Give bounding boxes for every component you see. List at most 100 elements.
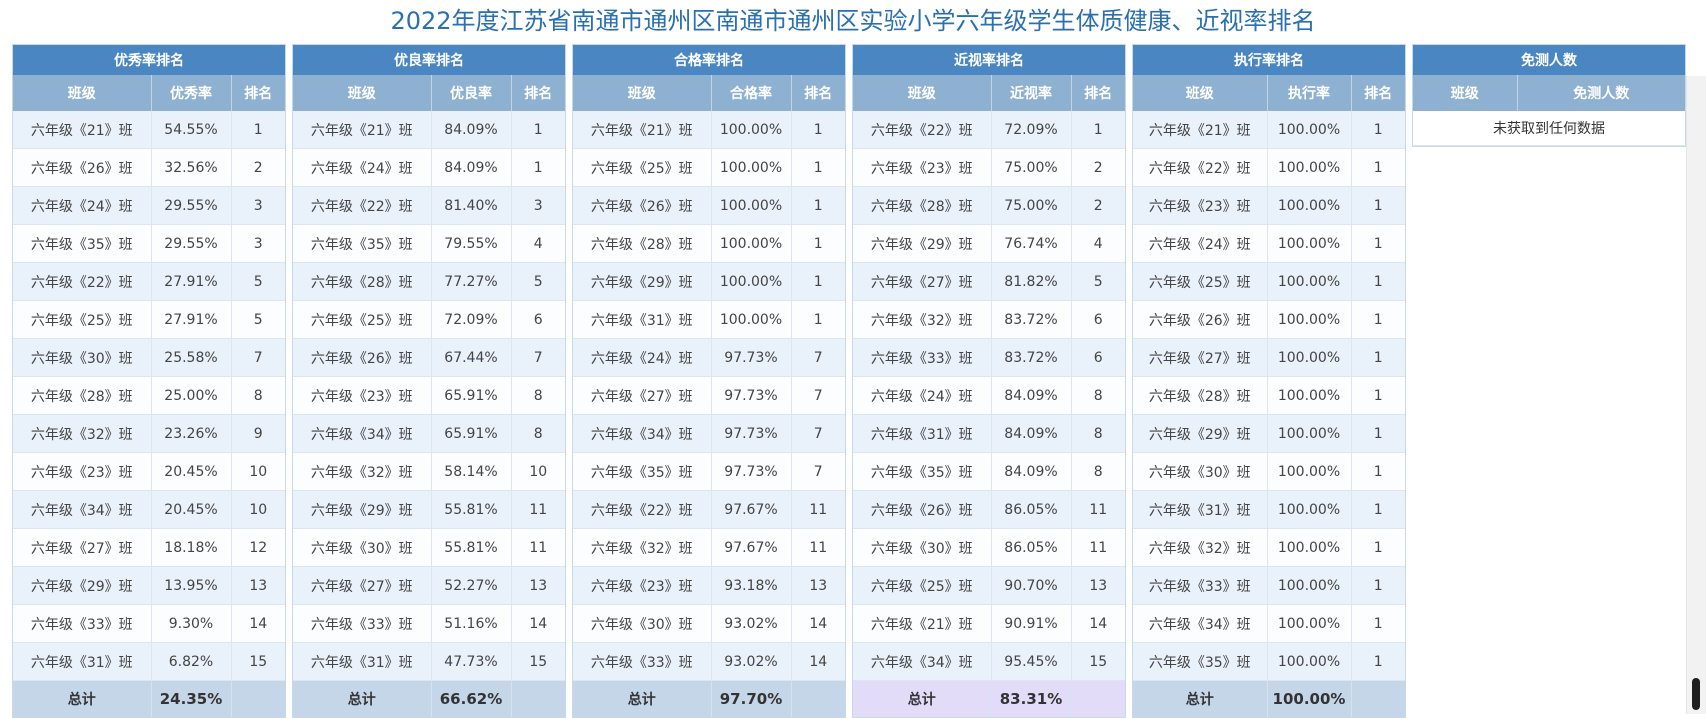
table-row[interactable]: 六年级《29》班 13.95% 13 xyxy=(13,566,285,605)
column-header-class[interactable]: 班级 xyxy=(293,75,432,111)
table-row[interactable]: 六年级《27》班 18.18% 12 xyxy=(13,528,285,567)
table-row[interactable]: 六年级《32》班 58.14% 10 xyxy=(293,452,565,491)
table-row[interactable]: 六年级《35》班 100.00% 1 xyxy=(1133,642,1405,681)
table-row[interactable]: 六年级《28》班 100.00% 1 xyxy=(573,224,845,263)
table-row[interactable]: 六年级《23》班 20.45% 10 xyxy=(13,452,285,491)
table-row[interactable]: 六年级《33》班 100.00% 1 xyxy=(1133,566,1405,605)
column-header-rate[interactable]: 优良率 xyxy=(431,75,512,111)
table-row[interactable]: 六年级《26》班 100.00% 1 xyxy=(573,186,845,225)
scrollbar-thumb[interactable] xyxy=(1692,678,1700,710)
rate-cell: 76.74% xyxy=(991,224,1072,263)
table-row[interactable]: 六年级《25》班 90.70% 13 xyxy=(853,566,1125,605)
table-row[interactable]: 六年级《33》班 83.72% 6 xyxy=(853,338,1125,377)
table-row[interactable]: 六年级《31》班 47.73% 15 xyxy=(293,642,565,681)
column-header-exempt[interactable]: 免测人数 xyxy=(1517,75,1685,111)
column-header-rank[interactable]: 排名 xyxy=(791,75,845,111)
table-row[interactable]: 六年级《27》班 52.27% 13 xyxy=(293,566,565,605)
rank-cell: 4 xyxy=(511,224,565,263)
table-row[interactable]: 六年级《35》班 97.73% 7 xyxy=(573,452,845,491)
table-row[interactable]: 六年级《33》班 9.30% 14 xyxy=(13,604,285,643)
column-header-rate[interactable]: 执行率 xyxy=(1267,75,1352,111)
table-row[interactable]: 六年级《25》班 100.00% 1 xyxy=(573,148,845,187)
table-row[interactable]: 六年级《30》班 25.58% 7 xyxy=(13,338,285,377)
table-row[interactable]: 六年级《24》班 100.00% 1 xyxy=(1133,224,1405,263)
class-cell: 六年级《26》班 xyxy=(573,186,712,225)
table-row[interactable]: 六年级《28》班 25.00% 8 xyxy=(13,376,285,415)
table-row[interactable]: 六年级《30》班 100.00% 1 xyxy=(1133,452,1405,491)
table-row[interactable]: 六年级《23》班 100.00% 1 xyxy=(1133,186,1405,225)
table-row[interactable]: 六年级《23》班 65.91% 8 xyxy=(293,376,565,415)
table-row[interactable]: 六年级《28》班 75.00% 2 xyxy=(853,186,1125,225)
table-row[interactable]: 六年级《30》班 86.05% 11 xyxy=(853,528,1125,567)
column-header-rank[interactable]: 排名 xyxy=(1351,75,1405,111)
column-header-rate[interactable]: 优秀率 xyxy=(151,75,232,111)
table-row[interactable]: 六年级《25》班 72.09% 6 xyxy=(293,300,565,339)
column-header-class[interactable]: 班级 xyxy=(573,75,712,111)
table-row[interactable]: 六年级《21》班 100.00% 1 xyxy=(1133,111,1405,149)
table-row[interactable]: 六年级《22》班 81.40% 3 xyxy=(293,186,565,225)
table-row[interactable]: 六年级《33》班 93.02% 14 xyxy=(573,642,845,681)
class-cell: 六年级《34》班 xyxy=(853,642,992,681)
table-row[interactable]: 六年级《28》班 77.27% 5 xyxy=(293,262,565,301)
panel-title: 优良率排名 xyxy=(293,45,565,75)
table-row[interactable]: 六年级《24》班 84.09% 1 xyxy=(293,148,565,187)
table-row[interactable]: 六年级《24》班 97.73% 7 xyxy=(573,338,845,377)
column-header-rank[interactable]: 排名 xyxy=(511,75,565,111)
column-header-class[interactable]: 班级 xyxy=(1133,75,1268,111)
table-row[interactable]: 六年级《27》班 81.82% 5 xyxy=(853,262,1125,301)
table-row[interactable]: 六年级《35》班 29.55% 3 xyxy=(13,224,285,263)
column-header-class[interactable]: 班级 xyxy=(13,75,152,111)
rate-cell: 100.00% xyxy=(1267,300,1352,339)
column-header-rate[interactable]: 近视率 xyxy=(991,75,1072,111)
table-row[interactable]: 六年级《22》班 97.67% 11 xyxy=(573,490,845,529)
table-row[interactable]: 六年级《28》班 100.00% 1 xyxy=(1133,376,1405,415)
table-row[interactable]: 六年级《24》班 29.55% 3 xyxy=(13,186,285,225)
table-row[interactable]: 六年级《29》班 76.74% 4 xyxy=(853,224,1125,263)
table-row[interactable]: 六年级《26》班 100.00% 1 xyxy=(1133,300,1405,339)
table-row[interactable]: 六年级《34》班 20.45% 10 xyxy=(13,490,285,529)
table-row[interactable]: 六年级《34》班 65.91% 8 xyxy=(293,414,565,453)
table-row[interactable]: 六年级《25》班 27.91% 5 xyxy=(13,300,285,339)
table-row[interactable]: 六年级《35》班 84.09% 8 xyxy=(853,452,1125,491)
table-row[interactable]: 六年级《34》班 95.45% 15 xyxy=(853,642,1125,681)
table-row[interactable]: 六年级《25》班 100.00% 1 xyxy=(1133,262,1405,301)
table-row[interactable]: 六年级《32》班 83.72% 6 xyxy=(853,300,1125,339)
table-row[interactable]: 六年级《21》班 84.09% 1 xyxy=(293,111,565,149)
column-header-rate[interactable]: 合格率 xyxy=(711,75,792,111)
table-row[interactable]: 六年级《21》班 100.00% 1 xyxy=(573,111,845,149)
table-row[interactable]: 六年级《24》班 84.09% 8 xyxy=(853,376,1125,415)
vertical-scrollbar[interactable] xyxy=(1686,76,1706,714)
table-row[interactable]: 六年级《31》班 100.00% 1 xyxy=(1133,490,1405,529)
table-row[interactable]: 六年级《22》班 100.00% 1 xyxy=(1133,148,1405,187)
table-row[interactable]: 六年级《21》班 90.91% 14 xyxy=(853,604,1125,643)
table-row[interactable]: 六年级《34》班 97.73% 7 xyxy=(573,414,845,453)
table-row[interactable]: 六年级《26》班 86.05% 11 xyxy=(853,490,1125,529)
column-header-rank[interactable]: 排名 xyxy=(231,75,285,111)
table-row[interactable]: 六年级《35》班 79.55% 4 xyxy=(293,224,565,263)
table-row[interactable]: 六年级《21》班 54.55% 1 xyxy=(13,111,285,149)
table-row[interactable]: 六年级《29》班 55.81% 11 xyxy=(293,490,565,529)
table-row[interactable]: 六年级《26》班 32.56% 2 xyxy=(13,148,285,187)
table-row[interactable]: 六年级《27》班 100.00% 1 xyxy=(1133,338,1405,377)
table-row[interactable]: 六年级《26》班 67.44% 7 xyxy=(293,338,565,377)
table-row[interactable]: 六年级《23》班 93.18% 13 xyxy=(573,566,845,605)
table-row[interactable]: 六年级《32》班 100.00% 1 xyxy=(1133,528,1405,567)
table-row[interactable]: 六年级《27》班 97.73% 7 xyxy=(573,376,845,415)
table-row[interactable]: 六年级《33》班 51.16% 14 xyxy=(293,604,565,643)
table-row[interactable]: 六年级《32》班 23.26% 9 xyxy=(13,414,285,453)
column-header-rank[interactable]: 排名 xyxy=(1071,75,1125,111)
table-row[interactable]: 六年级《29》班 100.00% 1 xyxy=(573,262,845,301)
table-row[interactable]: 六年级《22》班 72.09% 1 xyxy=(853,111,1125,149)
table-row[interactable]: 六年级《22》班 27.91% 5 xyxy=(13,262,285,301)
table-row[interactable]: 六年级《31》班 6.82% 15 xyxy=(13,642,285,681)
table-row[interactable]: 六年级《34》班 100.00% 1 xyxy=(1133,604,1405,643)
column-header-class[interactable]: 班级 xyxy=(853,75,992,111)
table-row[interactable]: 六年级《30》班 93.02% 14 xyxy=(573,604,845,643)
table-row[interactable]: 六年级《30》班 55.81% 11 xyxy=(293,528,565,567)
table-row[interactable]: 六年级《23》班 75.00% 2 xyxy=(853,148,1125,187)
column-header-class[interactable]: 班级 xyxy=(1413,75,1518,111)
table-row[interactable]: 六年级《32》班 97.67% 11 xyxy=(573,528,845,567)
table-row[interactable]: 六年级《29》班 100.00% 1 xyxy=(1133,414,1405,453)
table-row[interactable]: 六年级《31》班 84.09% 8 xyxy=(853,414,1125,453)
table-row[interactable]: 六年级《31》班 100.00% 1 xyxy=(573,300,845,339)
